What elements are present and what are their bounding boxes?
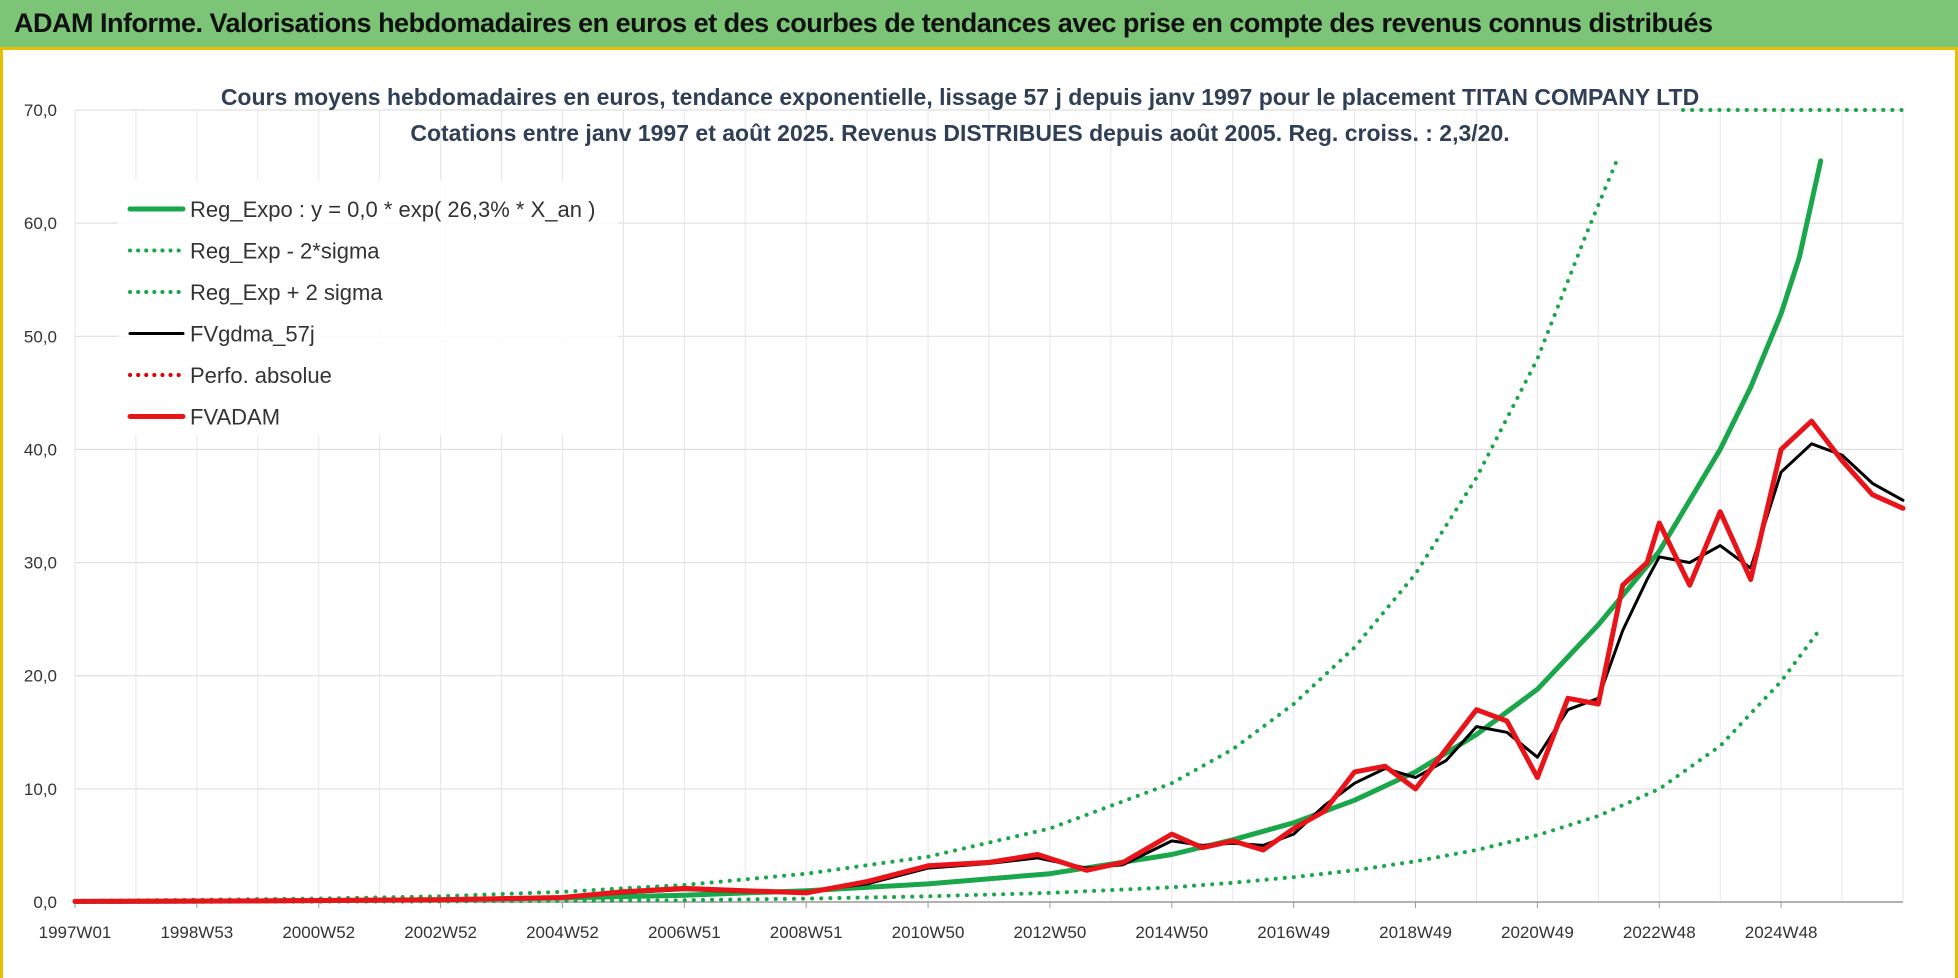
chart-title-line2: Cotations entre janv 1997 et août 2025. … [410, 120, 1509, 146]
x-tick-label: 2024W48 [1745, 923, 1818, 942]
legend-entry: Reg_Exp + 2 sigma [190, 280, 383, 305]
y-tick-label: 30,0 [24, 554, 57, 573]
series-layer [72, 108, 1906, 904]
x-tick-label: 2020W49 [1501, 923, 1574, 942]
report-title: ADAM Informe. Valorisations hebdomadaire… [14, 8, 1713, 38]
legend-box [118, 180, 618, 435]
x-tick-label: 2010W50 [892, 923, 965, 942]
x-tick-label: 2008W51 [770, 923, 843, 942]
x-tick-label: 2016W49 [1257, 923, 1330, 942]
chart-title-line1: Cours moyens hebdomadaires en euros, ten… [221, 84, 1699, 110]
y-tick-label: 60,0 [24, 214, 57, 233]
x-tick-label: 2014W50 [1135, 923, 1208, 942]
x-tick-label: 2000W52 [282, 923, 355, 942]
legend-entry: FVgdma_57j [190, 322, 315, 347]
series-line [73, 626, 1823, 904]
x-tick-label: 2004W52 [526, 923, 599, 942]
x-axis-ticks: 1997W01 1998W53 2000W52 2002W52 2004W52 2006W… [39, 902, 1818, 942]
y-tick-label: 70,0 [24, 101, 57, 120]
series-line [72, 418, 1906, 904]
y-tick-label: 0,0 [33, 893, 57, 912]
legend-entry: Reg_Expo : y = 0,0 * exp( 26,3% * X_an ) [190, 197, 595, 222]
series-line [73, 158, 1619, 903]
x-tick-label: 2012W50 [1014, 923, 1087, 942]
legend-entry: Perfo. absolue [190, 363, 332, 388]
x-tick-label: 2002W52 [404, 923, 477, 942]
report-banner: ADAM Informe. Valorisations hebdomadaire… [0, 0, 1958, 50]
x-tick-label: 1998W53 [160, 923, 233, 942]
legend-entry: Reg_Exp - 2*sigma [190, 239, 380, 264]
y-tick-label: 10,0 [24, 780, 57, 799]
x-tick-label: 2006W51 [648, 923, 721, 942]
y-axis-ticks: 0,0 10,0 20,0 30,0 40,0 50,0 60,0 70,0 [24, 101, 57, 912]
x-tick-label: 1997W01 [39, 923, 112, 942]
chart-frame [0, 50, 1958, 978]
x-tick-label: 2022W48 [1623, 923, 1696, 942]
y-tick-label: 20,0 [24, 667, 57, 686]
legend-entry: FVADAM [190, 405, 280, 430]
y-tick-label: 50,0 [24, 327, 57, 346]
x-tick-label: 2018W49 [1379, 923, 1452, 942]
y-tick-label: 40,0 [24, 440, 57, 459]
legend: Reg_Expo : y = 0,0 * exp( 26,3% * X_an )… [118, 180, 618, 435]
